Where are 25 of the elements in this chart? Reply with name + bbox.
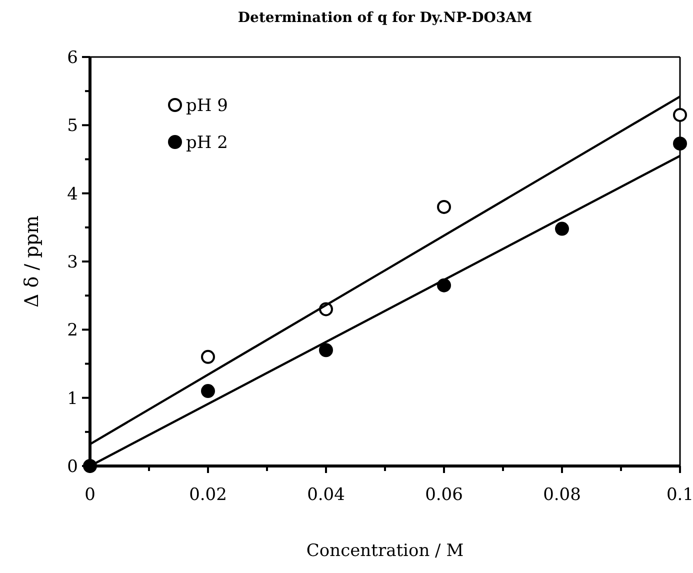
y-tick-label: 4 xyxy=(67,184,78,204)
x-tick-label: 0.08 xyxy=(543,485,581,505)
y-tick-label: 2 xyxy=(67,320,78,341)
y-tick-label: 0 xyxy=(67,456,78,477)
point xyxy=(555,222,569,236)
x-tick-label: 0.02 xyxy=(189,485,227,505)
x-tick-label: 0.04 xyxy=(307,485,345,505)
legend-label: pH 9 xyxy=(186,96,228,116)
y-tick-label: 3 xyxy=(67,252,78,272)
chart-title: Determination of q for Dy.NP-DO3AM xyxy=(238,10,532,26)
point xyxy=(437,200,451,214)
point xyxy=(673,108,687,122)
y-tick-label: 1 xyxy=(67,388,78,409)
point xyxy=(673,136,687,151)
x-tick-label: 0.06 xyxy=(425,485,463,505)
y-axis-title: Δ δ / ppm xyxy=(21,215,43,308)
x-tick-label: 0 xyxy=(84,485,96,505)
legend-label: pH 2 xyxy=(186,132,228,153)
x-tick-label: 0.1 xyxy=(666,485,693,505)
x-axis-title: Concentration / M xyxy=(306,541,464,561)
y-tick-label: 5 xyxy=(67,116,78,136)
point xyxy=(201,350,215,364)
y-tick-label: 6 xyxy=(67,48,78,68)
point xyxy=(319,343,333,358)
point xyxy=(201,384,215,398)
